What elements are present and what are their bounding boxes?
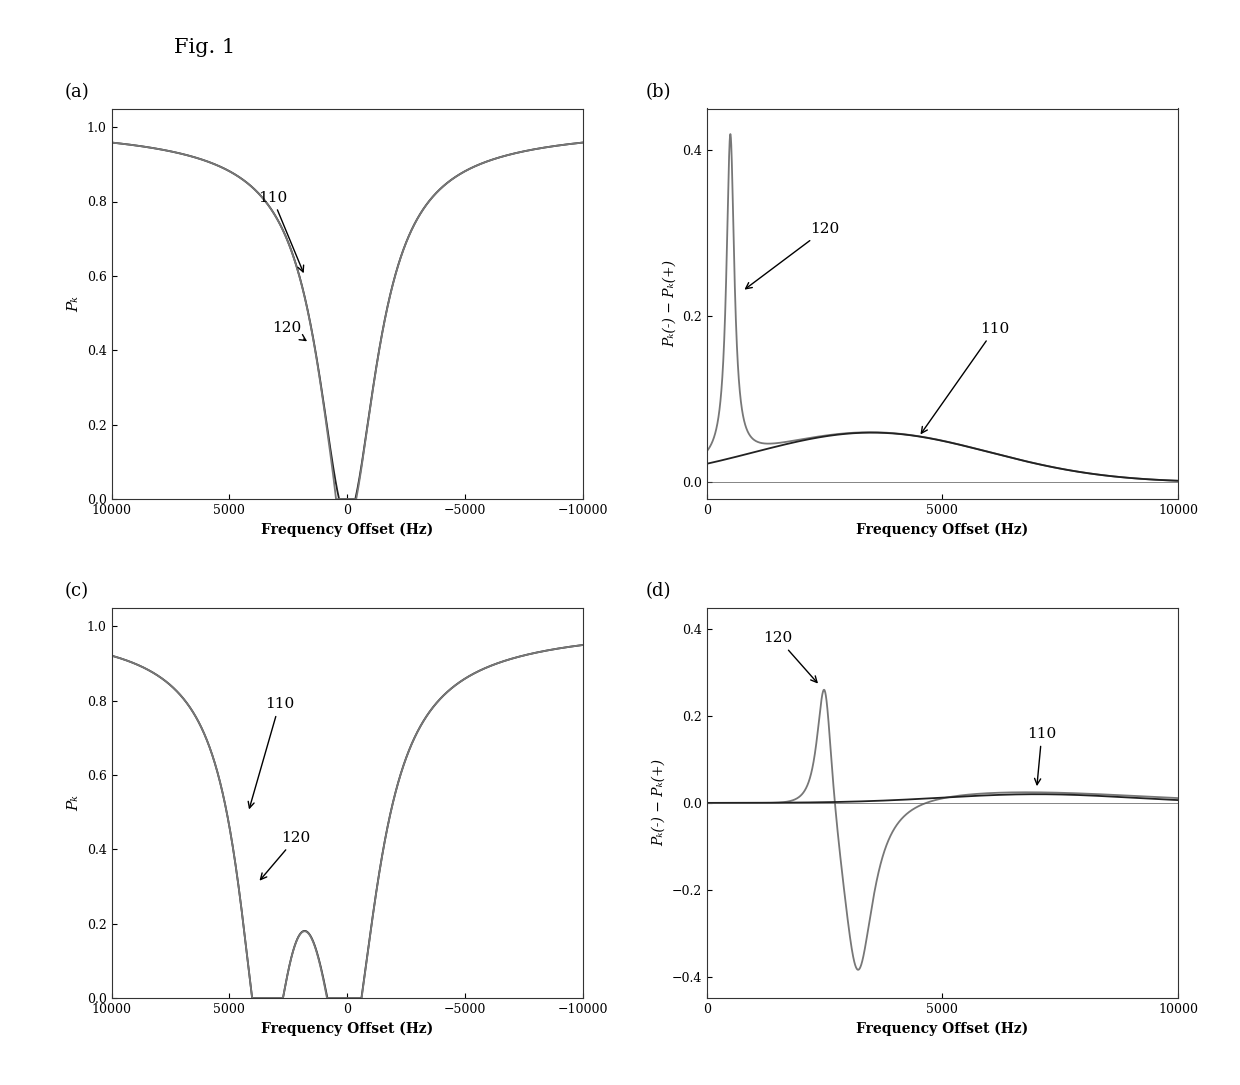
X-axis label: Frequency Offset (Hz): Frequency Offset (Hz) [262,523,433,537]
Y-axis label: Pₖ(-) − Pₖ(+): Pₖ(-) − Pₖ(+) [662,260,677,347]
Y-axis label: Pₖ: Pₖ [67,296,82,311]
X-axis label: Frequency Offset (Hz): Frequency Offset (Hz) [857,523,1028,537]
Text: 110: 110 [921,322,1009,433]
Y-axis label: Pₖ: Pₖ [67,795,82,810]
Text: (b): (b) [646,82,671,101]
Text: 120: 120 [745,222,839,289]
Text: 110: 110 [248,697,294,808]
Text: 120: 120 [272,321,306,341]
Text: Fig. 1: Fig. 1 [174,38,234,58]
X-axis label: Frequency Offset (Hz): Frequency Offset (Hz) [857,1022,1028,1036]
Text: (d): (d) [646,582,671,600]
Text: (a): (a) [64,82,89,101]
Text: 110: 110 [258,191,304,272]
Text: 120: 120 [260,831,310,880]
X-axis label: Frequency Offset (Hz): Frequency Offset (Hz) [262,1022,433,1036]
Text: (c): (c) [64,582,88,600]
Text: 110: 110 [1027,727,1056,784]
Text: 120: 120 [764,631,817,682]
Y-axis label: Pₖ(-) − Pₖ(+): Pₖ(-) − Pₖ(+) [652,760,666,846]
